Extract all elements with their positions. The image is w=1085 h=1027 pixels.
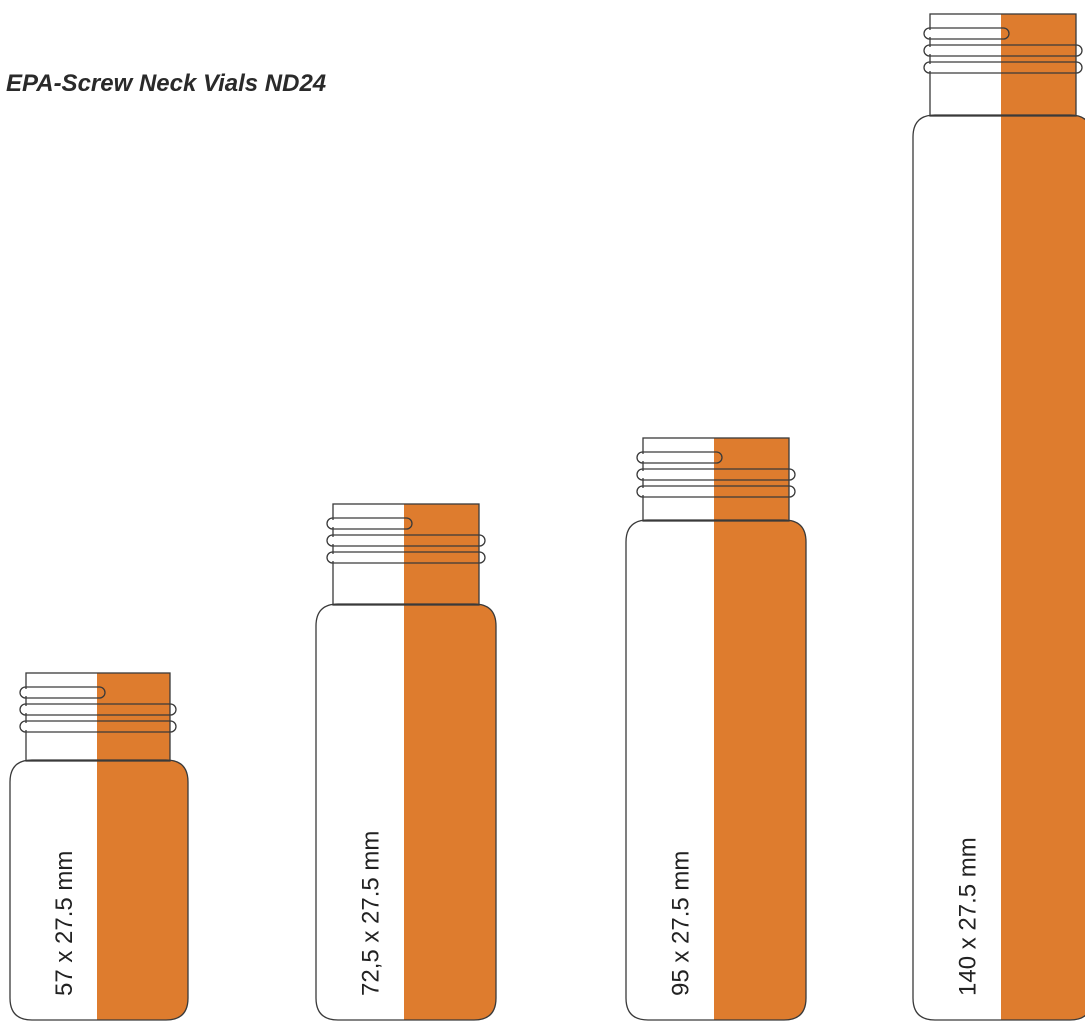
amber-glass-half [404,504,496,1020]
screw-thread [923,44,1083,57]
screw-thread [923,27,1010,40]
clear-glass-half [626,438,714,1020]
vial-body [625,519,807,1021]
vial-size-label: 57 x 27.5 mm [51,851,78,996]
screw-thread [19,686,106,699]
screw-thread [923,61,1083,74]
screw-thread [636,451,723,464]
screw-thread [19,720,177,733]
vial-57mm: 57 x 27.5 mm [9,672,189,1021]
vial-body [912,114,1085,1021]
clear-glass-half [913,14,1001,1020]
screw-thread [326,517,413,530]
amber-glass-half [1001,14,1085,1020]
screw-thread [636,468,796,481]
amber-glass-half [97,673,188,1020]
vial-size-label: 95 x 27.5 mm [668,851,695,996]
page-title: EPA-Screw Neck Vials ND24 [6,70,327,97]
amber-glass-half [714,438,806,1020]
vial-140mm: 140 x 27.5 mm [912,13,1085,1021]
screw-thread [19,703,177,716]
screw-thread [326,534,486,547]
vial-size-label: 72,5 x 27.5 mm [358,831,385,996]
vial-size-label: 140 x 27.5 mm [955,837,982,996]
screw-thread [326,551,486,564]
vial-72-5mm: 72,5 x 27.5 mm [315,503,497,1021]
vial-neck [25,672,171,762]
vial-body [315,603,497,1021]
vial-body [9,759,189,1021]
screw-thread [636,485,796,498]
vial-95mm: 95 x 27.5 mm [625,437,807,1021]
